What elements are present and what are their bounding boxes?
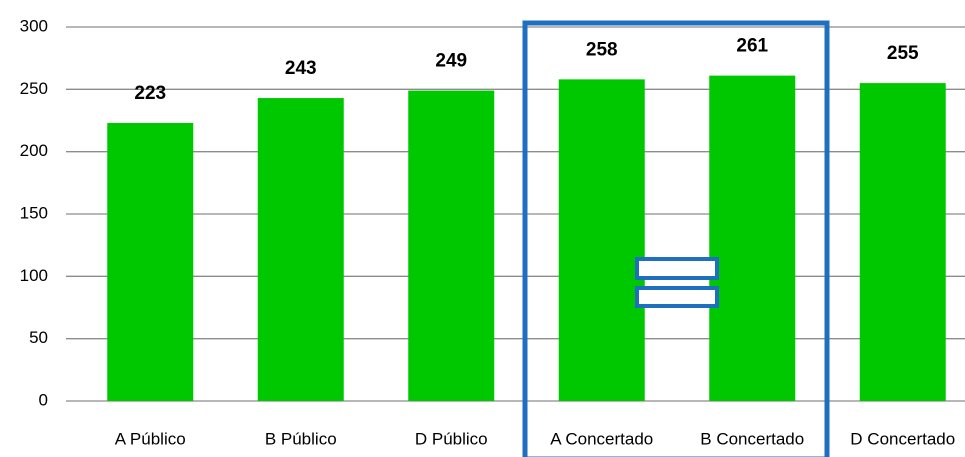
x-tick-label: B Concertado: [700, 429, 804, 448]
y-tick-label: 300: [20, 16, 48, 35]
y-tick-label: 0: [39, 390, 48, 409]
bar: [558, 79, 645, 402]
x-tick-label: A Concertado: [550, 429, 653, 448]
x-tick-label: B Público: [265, 429, 337, 448]
bar: [408, 90, 495, 401]
bar: [107, 122, 194, 401]
value-label: 258: [586, 39, 618, 60]
bar: [859, 83, 946, 401]
x-tick-label: D Público: [415, 429, 488, 448]
y-tick-label: 150: [20, 203, 48, 222]
equals-bar-top: [635, 257, 719, 280]
bar: [257, 98, 344, 401]
value-label: 249: [435, 51, 467, 72]
highlight-box: [522, 20, 830, 457]
y-tick-label: 50: [29, 328, 48, 347]
plot-area: 0 50 100 150 200 250 300 A Público 223 B Público 2…: [20, 16, 965, 448]
x-tick-label: A Público: [115, 429, 186, 448]
value-label: 261: [736, 36, 768, 57]
value-label: 223: [134, 83, 166, 104]
annotation: [522, 20, 830, 457]
equals-bar-bottom: [635, 286, 719, 308]
value-label: 255: [887, 43, 919, 64]
y-tick-label: 250: [20, 79, 48, 98]
x-tick-label: D Concertado: [850, 429, 955, 448]
value-label: 243: [285, 58, 317, 79]
y-tick-label: 100: [20, 266, 48, 285]
y-tick-label: 200: [20, 141, 48, 160]
bar: [709, 75, 796, 402]
